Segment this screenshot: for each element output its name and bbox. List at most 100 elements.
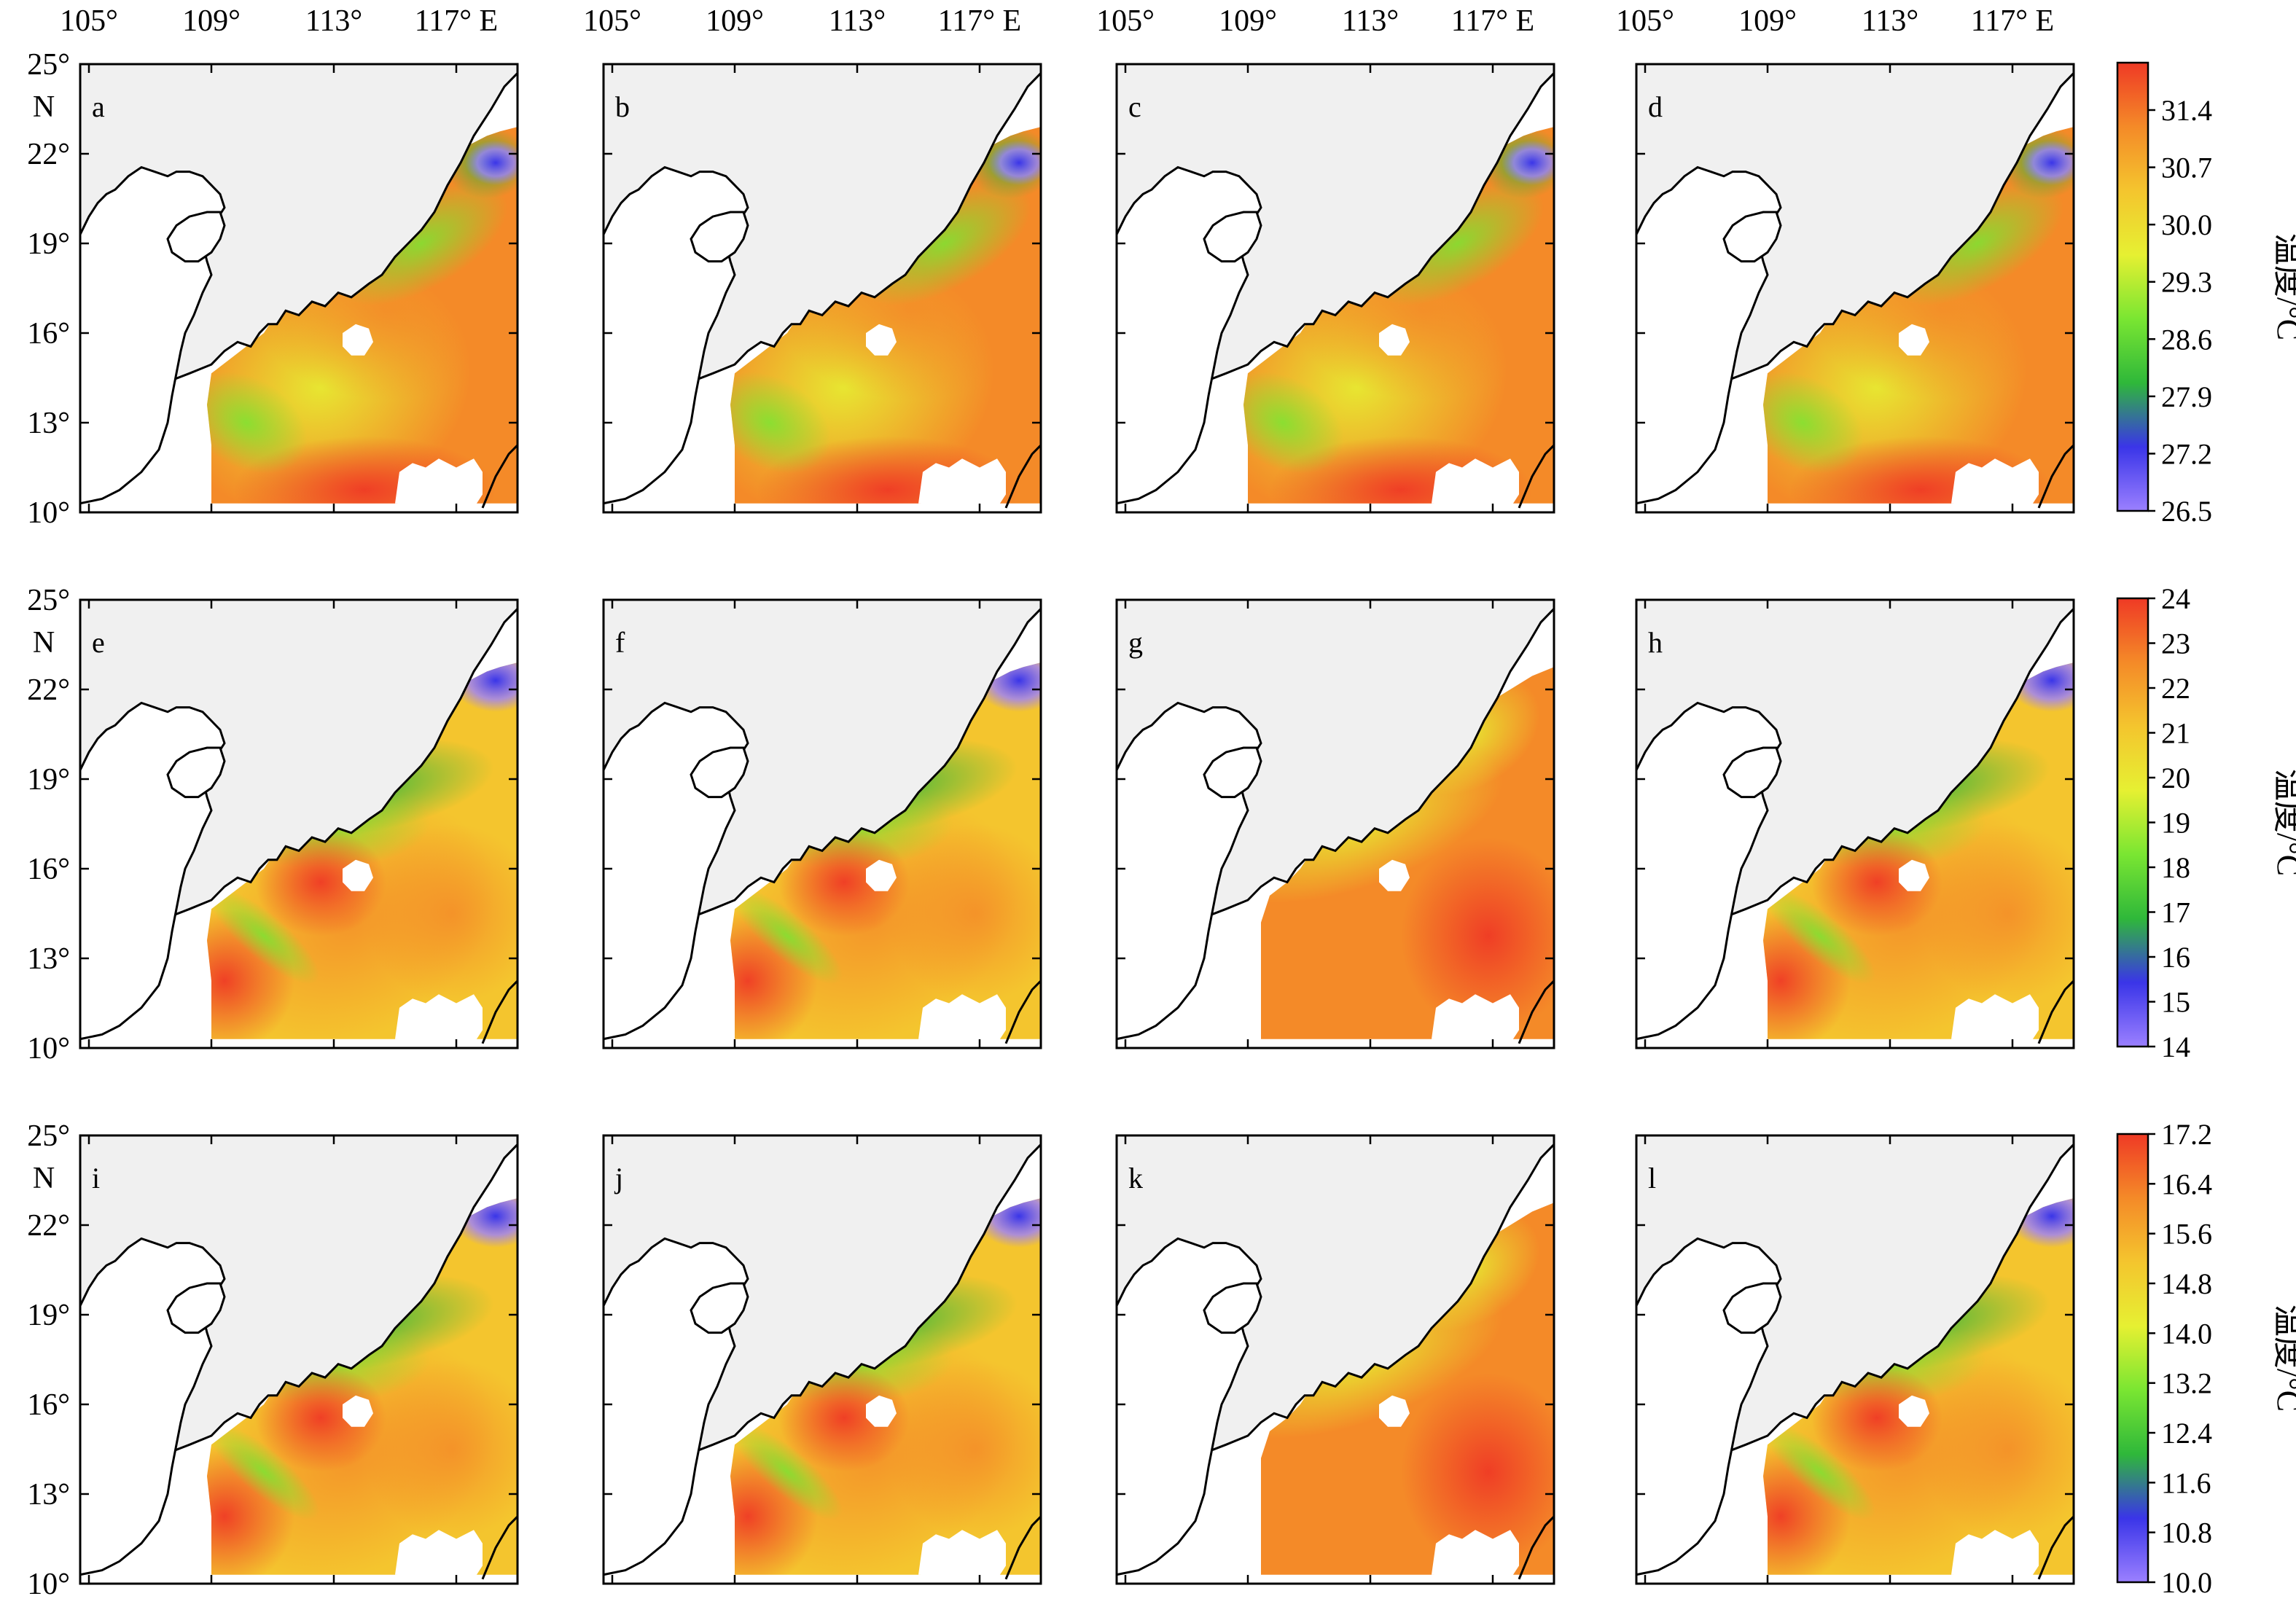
- lat-label: 19°: [27, 1299, 70, 1332]
- map-panel-h: h: [1635, 598, 2075, 1049]
- lon-label: 117° E: [938, 4, 1021, 38]
- panel-letter: h: [1648, 626, 1663, 659]
- colorbar-tick-label: 14: [2161, 1031, 2190, 1063]
- colorbar-tick-label: 28.6: [2161, 323, 2212, 356]
- colorbar-tick-label: 17: [2161, 896, 2190, 929]
- colorbar-tick-label: 12.4: [2161, 1417, 2212, 1450]
- panel-letter: k: [1128, 1162, 1143, 1194]
- colorbar-tick-label: 10.8: [2161, 1517, 2212, 1549]
- lat-hemisphere: N: [33, 626, 55, 660]
- colorbar-title: 温度/°C: [2270, 769, 2296, 876]
- colorbar-tick-label: 15: [2161, 986, 2190, 1019]
- lat-label: 16°: [27, 317, 70, 351]
- panel-frame: [1635, 598, 2075, 1049]
- lat-label: 10°: [27, 496, 70, 530]
- map-panel-k: k: [1115, 1134, 1555, 1585]
- panel-frame: [1635, 1134, 2075, 1585]
- lat-label: 22°: [27, 138, 70, 171]
- panel-frame: [602, 1134, 1042, 1585]
- lon-label: 109°: [706, 4, 764, 38]
- colorbar-tick-label: 10.0: [2161, 1566, 2212, 1599]
- colorbar-title: 温度/°C: [2270, 233, 2296, 340]
- lon-label: 117° E: [1971, 4, 2054, 38]
- map-panel-a: a 25° 22° 19° 16° 13° 10° N: [27, 48, 519, 530]
- lon-label: 105°: [60, 4, 118, 38]
- lat-label: 16°: [27, 853, 70, 886]
- land: [1636, 64, 2074, 509]
- land: [1117, 600, 1554, 1044]
- lon-label: 113°: [1342, 4, 1399, 38]
- panel-letter: j: [614, 1162, 623, 1194]
- temperature-field: [730, 1198, 1041, 1575]
- colorbar-1: 31.4 30.7 30.0 29.3 28.6 27.9 27.2 26.5 温度/°C: [2116, 61, 2296, 528]
- lat-label: 13°: [27, 407, 70, 440]
- panel-frame: [1115, 1134, 1555, 1585]
- colorbar-tick-label: 30.0: [2161, 208, 2212, 241]
- panel-letter: g: [1128, 626, 1143, 659]
- lat-label: 22°: [27, 673, 70, 707]
- lon-label: 109°: [1738, 4, 1797, 38]
- colorbar-2: 24 23 22 21 20 19 18 17 16 15 14 温度/°C: [2116, 582, 2296, 1063]
- panel-frame: [1115, 598, 1555, 1049]
- map-panel-i: i 25° 22° 19° 16° 13° 10° N: [27, 1119, 519, 1601]
- colorbar-tick-label: 26.5: [2161, 495, 2212, 528]
- lon-label: 113°: [1862, 4, 1918, 38]
- panel-letter: i: [92, 1162, 100, 1194]
- panel-frame: [1115, 63, 1555, 514]
- lat-label: 13°: [27, 942, 70, 976]
- map-panel-f: f: [602, 598, 1042, 1049]
- lon-label: 109°: [182, 4, 241, 38]
- colorbar-tick-label: 31.4: [2161, 94, 2212, 127]
- lat-label: 10°: [27, 1568, 70, 1601]
- lat-label: 13°: [27, 1478, 70, 1512]
- colorbar-tick-label: 17.2: [2161, 1118, 2212, 1151]
- panel-letter: c: [1128, 90, 1141, 123]
- colorbar-tick-label: 19: [2161, 807, 2190, 840]
- colorbar-tick-label: 20: [2161, 762, 2190, 794]
- lon-label: 105°: [1096, 4, 1155, 38]
- land: [80, 600, 518, 1044]
- panel-frame: [602, 63, 1042, 514]
- map-panel-j: j: [602, 1134, 1042, 1585]
- map-panels: a 25° 22° 19° 16° 13° 10° N b c d e 25° 22° 19° 16° 13° 1…: [27, 48, 2075, 1601]
- panel-frame: [79, 1134, 519, 1585]
- lat-hemisphere: N: [33, 1162, 55, 1195]
- colorbar-tick-label: 13.2: [2161, 1367, 2212, 1400]
- colorbar-ramp: [2116, 597, 2149, 1048]
- lat-label: 16°: [27, 1388, 70, 1422]
- colorbar-tick-label: 23: [2161, 627, 2190, 660]
- land: [80, 64, 518, 509]
- panel-letter: l: [1648, 1162, 1656, 1194]
- map-panel-c: c: [1115, 63, 1555, 514]
- land: [1636, 1135, 2074, 1580]
- lon-label: 117° E: [1451, 4, 1534, 38]
- land: [604, 1135, 1041, 1580]
- colorbars: 31.430.730.029.328.627.927.226.5温度/°C242…: [2116, 61, 2296, 1599]
- panel-letter: f: [615, 626, 625, 659]
- map-panel-b: b: [602, 63, 1042, 514]
- panel-letter: a: [92, 90, 105, 123]
- panel-frame: [79, 63, 519, 514]
- panel-letter: b: [615, 90, 630, 123]
- lat-label: 19°: [27, 227, 70, 261]
- colorbar-tick-label: 18: [2161, 851, 2190, 884]
- lat-hemisphere: N: [33, 90, 55, 124]
- panel-letter: d: [1648, 90, 1663, 123]
- colorbar-tick-label: 21: [2161, 717, 2190, 750]
- lat-label: 22°: [27, 1209, 70, 1243]
- lon-label: 113°: [829, 4, 886, 38]
- map-panel-e: e 25° 22° 19° 16° 13° 10° N: [27, 584, 519, 1065]
- land: [604, 64, 1041, 509]
- land: [1117, 64, 1554, 509]
- lat-label: 25°: [27, 1119, 70, 1153]
- map-panel-l: l: [1635, 1134, 2075, 1585]
- colorbar-tick-label: 24: [2161, 582, 2190, 615]
- lat-label: 25°: [27, 584, 70, 617]
- panel-frame: [79, 598, 519, 1049]
- colorbar-tick-label: 14.0: [2161, 1317, 2212, 1350]
- lat-label: 19°: [27, 763, 70, 797]
- colorbar-tick-label: 29.3: [2161, 266, 2212, 299]
- land: [1117, 1135, 1554, 1580]
- panel-frame: [602, 598, 1042, 1049]
